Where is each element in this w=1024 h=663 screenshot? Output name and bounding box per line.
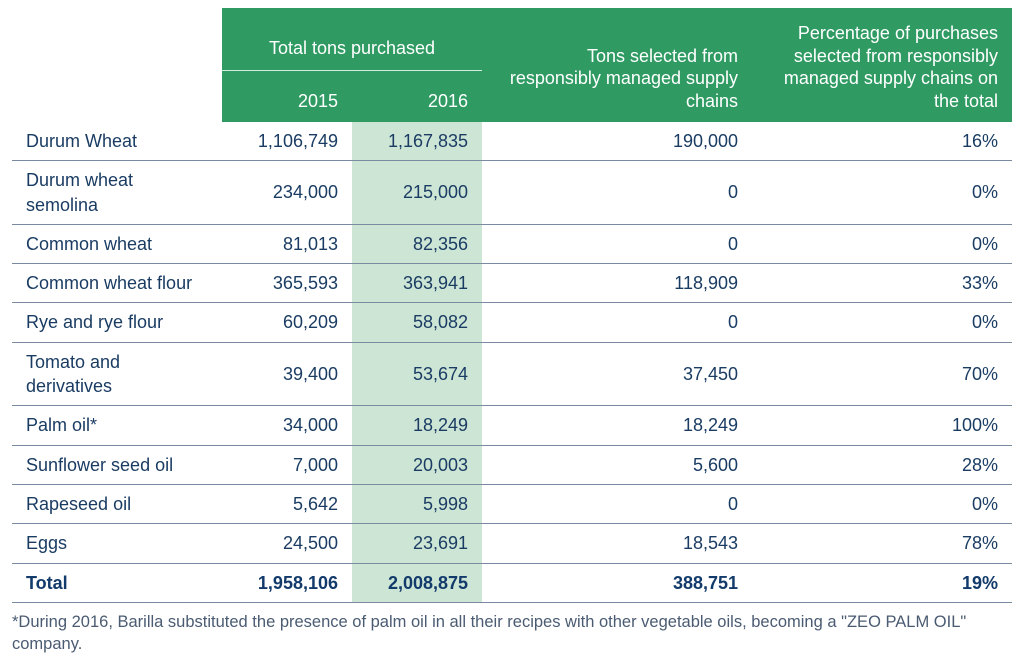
row-pct: 0% [752, 161, 1012, 225]
row-2016: 20,003 [352, 445, 482, 484]
row-2016: 53,674 [352, 342, 482, 406]
row-2016: 363,941 [352, 264, 482, 303]
row-2015: 81,013 [222, 224, 352, 263]
header-year-2015: 2015 [222, 70, 352, 122]
total-2015: 1,958,106 [222, 563, 352, 602]
table-row: Tomato and derivatives39,40053,67437,450… [12, 342, 1012, 406]
table-row: Common wheat81,01382,35600% [12, 224, 1012, 263]
row-selected: 37,450 [482, 342, 752, 406]
row-pct: 0% [752, 484, 1012, 523]
total-pct: 19% [752, 563, 1012, 602]
row-label: Durum Wheat [12, 122, 222, 161]
row-2015: 1,106,749 [222, 122, 352, 161]
row-2015: 34,000 [222, 406, 352, 445]
row-label: Rapeseed oil [12, 484, 222, 523]
total-selected: 388,751 [482, 563, 752, 602]
row-2016: 5,998 [352, 484, 482, 523]
table-row: Rye and rye flour60,20958,08200% [12, 303, 1012, 342]
row-label: Common wheat [12, 224, 222, 263]
row-pct: 70% [752, 342, 1012, 406]
row-pct: 28% [752, 445, 1012, 484]
table-total-row: Total1,958,1062,008,875388,75119% [12, 563, 1012, 602]
row-2016: 215,000 [352, 161, 482, 225]
row-label: Durum wheat semolina [12, 161, 222, 225]
row-2015: 7,000 [222, 445, 352, 484]
row-selected: 0 [482, 484, 752, 523]
row-label: Sunflower seed oil [12, 445, 222, 484]
row-2016: 82,356 [352, 224, 482, 263]
row-2016: 58,082 [352, 303, 482, 342]
total-2016: 2,008,875 [352, 563, 482, 602]
row-pct: 33% [752, 264, 1012, 303]
header-percentage: Percentage of purchases selected from re… [752, 8, 1012, 122]
row-pct: 0% [752, 303, 1012, 342]
row-label: Rye and rye flour [12, 303, 222, 342]
table-row: Rapeseed oil5,6425,99800% [12, 484, 1012, 523]
row-2016: 18,249 [352, 406, 482, 445]
row-2016: 23,691 [352, 524, 482, 563]
row-2015: 39,400 [222, 342, 352, 406]
row-selected: 5,600 [482, 445, 752, 484]
table-row: Durum wheat semolina234,000215,00000% [12, 161, 1012, 225]
row-pct: 0% [752, 224, 1012, 263]
row-selected: 118,909 [482, 264, 752, 303]
row-selected: 0 [482, 161, 752, 225]
header-year-2016: 2016 [352, 70, 482, 122]
table-row: Palm oil*34,00018,24918,249100% [12, 406, 1012, 445]
table-header: Total tons purchased Tons selected from … [12, 8, 1012, 122]
table-row: Durum Wheat1,106,7491,167,835190,00016% [12, 122, 1012, 161]
row-selected: 190,000 [482, 122, 752, 161]
table-row: Sunflower seed oil7,00020,0035,60028% [12, 445, 1012, 484]
row-selected: 18,249 [482, 406, 752, 445]
header-total-tons: Total tons purchased [222, 8, 482, 70]
row-selected: 18,543 [482, 524, 752, 563]
table-row: Common wheat flour365,593363,941118,9093… [12, 264, 1012, 303]
row-label: Tomato and derivatives [12, 342, 222, 406]
row-2015: 5,642 [222, 484, 352, 523]
row-selected: 0 [482, 224, 752, 263]
row-pct: 100% [752, 406, 1012, 445]
row-label: Common wheat flour [12, 264, 222, 303]
row-2015: 24,500 [222, 524, 352, 563]
row-2015: 60,209 [222, 303, 352, 342]
table-body: Durum Wheat1,106,7491,167,835190,00016%D… [12, 122, 1012, 602]
row-selected: 0 [482, 303, 752, 342]
table-row: Eggs24,50023,69118,54378% [12, 524, 1012, 563]
row-2016: 1,167,835 [352, 122, 482, 161]
row-2015: 234,000 [222, 161, 352, 225]
header-tons-selected: Tons selected from responsibly managed s… [482, 8, 752, 122]
row-2015: 365,593 [222, 264, 352, 303]
footnote-text: *During 2016, Barilla substituted the pr… [12, 611, 1012, 656]
row-label: Eggs [12, 524, 222, 563]
header-blank [12, 8, 222, 122]
row-pct: 16% [752, 122, 1012, 161]
supply-chain-table: Total tons purchased Tons selected from … [12, 8, 1012, 603]
total-label: Total [12, 563, 222, 602]
row-pct: 78% [752, 524, 1012, 563]
row-label: Palm oil* [12, 406, 222, 445]
